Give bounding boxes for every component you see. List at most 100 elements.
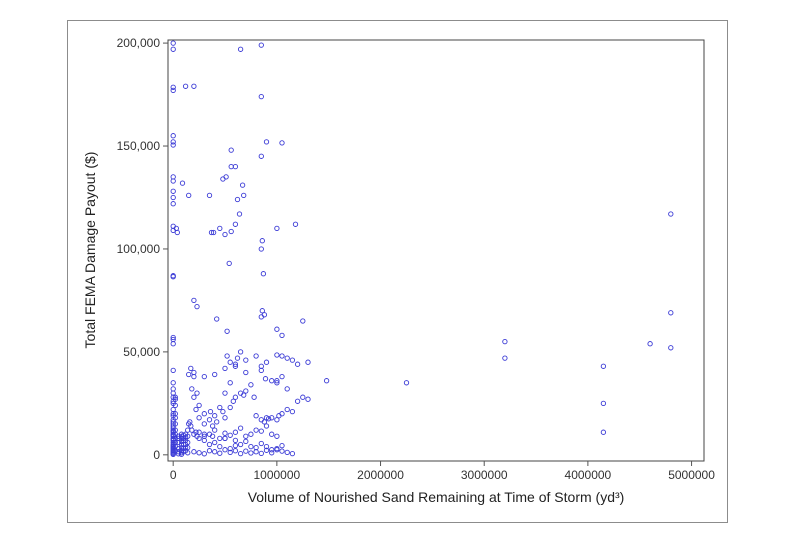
- scatter-point: [214, 316, 220, 322]
- scatter-point: [294, 398, 301, 404]
- scatter-point: [502, 355, 508, 361]
- scatter-point: [248, 443, 254, 450]
- scatter-point: [232, 442, 239, 449]
- plot-area: [167, 39, 705, 462]
- scatter-point: [206, 431, 213, 437]
- scatter-point: [201, 431, 207, 437]
- scatter-point: [194, 390, 200, 396]
- scatter-point: [237, 349, 244, 355]
- scatter-point: [232, 448, 239, 454]
- scatter-point: [170, 194, 176, 201]
- scatter-point: [179, 180, 186, 186]
- y-tick-label: 150,000: [117, 139, 161, 153]
- scatter-point: [217, 435, 223, 442]
- scatter-point: [172, 396, 178, 402]
- scatter-point: [220, 408, 226, 415]
- scatter-point: [232, 363, 239, 369]
- scatter-point: [279, 448, 285, 454]
- scatter-point: [274, 447, 280, 453]
- x-tick-label: 0: [170, 468, 177, 482]
- scatter-point: [258, 42, 264, 48]
- scatter-point: [263, 139, 270, 145]
- scatter-point: [201, 373, 207, 380]
- scatter-point: [230, 398, 236, 404]
- scatter-point: [212, 439, 218, 446]
- scatter-point: [228, 163, 234, 170]
- scatter-point: [289, 357, 296, 363]
- scatter-point: [227, 380, 233, 386]
- x-tick-label: 3000000: [461, 468, 508, 482]
- scatter-point: [259, 238, 265, 244]
- scatter-point: [269, 447, 275, 453]
- scatter-point: [175, 449, 182, 455]
- scatter-point: [191, 297, 197, 304]
- scatter-point: [175, 451, 182, 457]
- scatter-point: [258, 93, 264, 100]
- scatter-point: [265, 416, 272, 422]
- scatter-point: [170, 87, 176, 94]
- scatter-point: [260, 271, 267, 277]
- scatter-point: [224, 328, 230, 334]
- scatter-point: [170, 334, 176, 341]
- scatter-point: [243, 438, 249, 445]
- scatter-point: [196, 450, 202, 456]
- scatter-point: [222, 390, 228, 396]
- scatter-point: [201, 411, 207, 417]
- scatter-point: [243, 433, 249, 439]
- scatter-point: [253, 353, 259, 359]
- scatter-point: [185, 450, 191, 456]
- scatter-point: [170, 274, 176, 280]
- data-points: [170, 40, 674, 458]
- scatter-point: [207, 408, 214, 415]
- scatter-point: [185, 444, 191, 451]
- scatter-point: [232, 221, 239, 227]
- scatter-point: [248, 431, 254, 437]
- scatter-point: [170, 178, 176, 184]
- scatter-point: [228, 147, 234, 153]
- scatter-point: [279, 411, 285, 417]
- scatter-point: [263, 447, 270, 453]
- scatter-point: [236, 211, 243, 217]
- scatter-point: [189, 427, 195, 433]
- scatter-point: [258, 428, 264, 434]
- scatter-point: [258, 246, 264, 252]
- scatter-point: [305, 359, 311, 365]
- scatter-point: [248, 382, 254, 388]
- scatter-point: [189, 386, 195, 392]
- scatter-point: [237, 450, 244, 457]
- scatter-point: [279, 140, 285, 146]
- figure-frame: [67, 20, 728, 523]
- scatter-point: [243, 388, 249, 394]
- scatter-point: [172, 402, 178, 409]
- scatter-point: [258, 363, 264, 369]
- scatter-point: [222, 415, 228, 421]
- scatter-point: [172, 415, 178, 421]
- scatter-point: [243, 369, 249, 376]
- scatter-point: [259, 308, 265, 314]
- scatter-point: [212, 371, 218, 378]
- scatter-point: [261, 419, 268, 425]
- scatter-point: [222, 430, 228, 436]
- scatter-point: [600, 429, 607, 435]
- scatter-point: [323, 378, 330, 384]
- scatter-point: [170, 411, 176, 417]
- scatter-point: [237, 441, 244, 448]
- scatter-point: [212, 427, 218, 433]
- scatter-point: [182, 83, 189, 89]
- scatter-point: [258, 153, 264, 159]
- scatter-point: [227, 359, 233, 365]
- scatter-point: [300, 394, 306, 400]
- scatter-point: [214, 419, 220, 425]
- scatter-point: [172, 421, 178, 427]
- scatter-point: [224, 353, 230, 359]
- scatter-point: [170, 46, 176, 52]
- x-axis-ticks: 0 1000000 2000000 3000000 4000000 5000000: [170, 461, 715, 482]
- scatter-point: [217, 443, 223, 450]
- scatter-point: [269, 415, 275, 421]
- scatter-point: [403, 380, 410, 386]
- scatter-point: [170, 341, 176, 347]
- scatter-point: [188, 365, 194, 372]
- scatter-point: [170, 84, 176, 90]
- scatter-point: [258, 440, 264, 447]
- scatter-point: [222, 447, 228, 453]
